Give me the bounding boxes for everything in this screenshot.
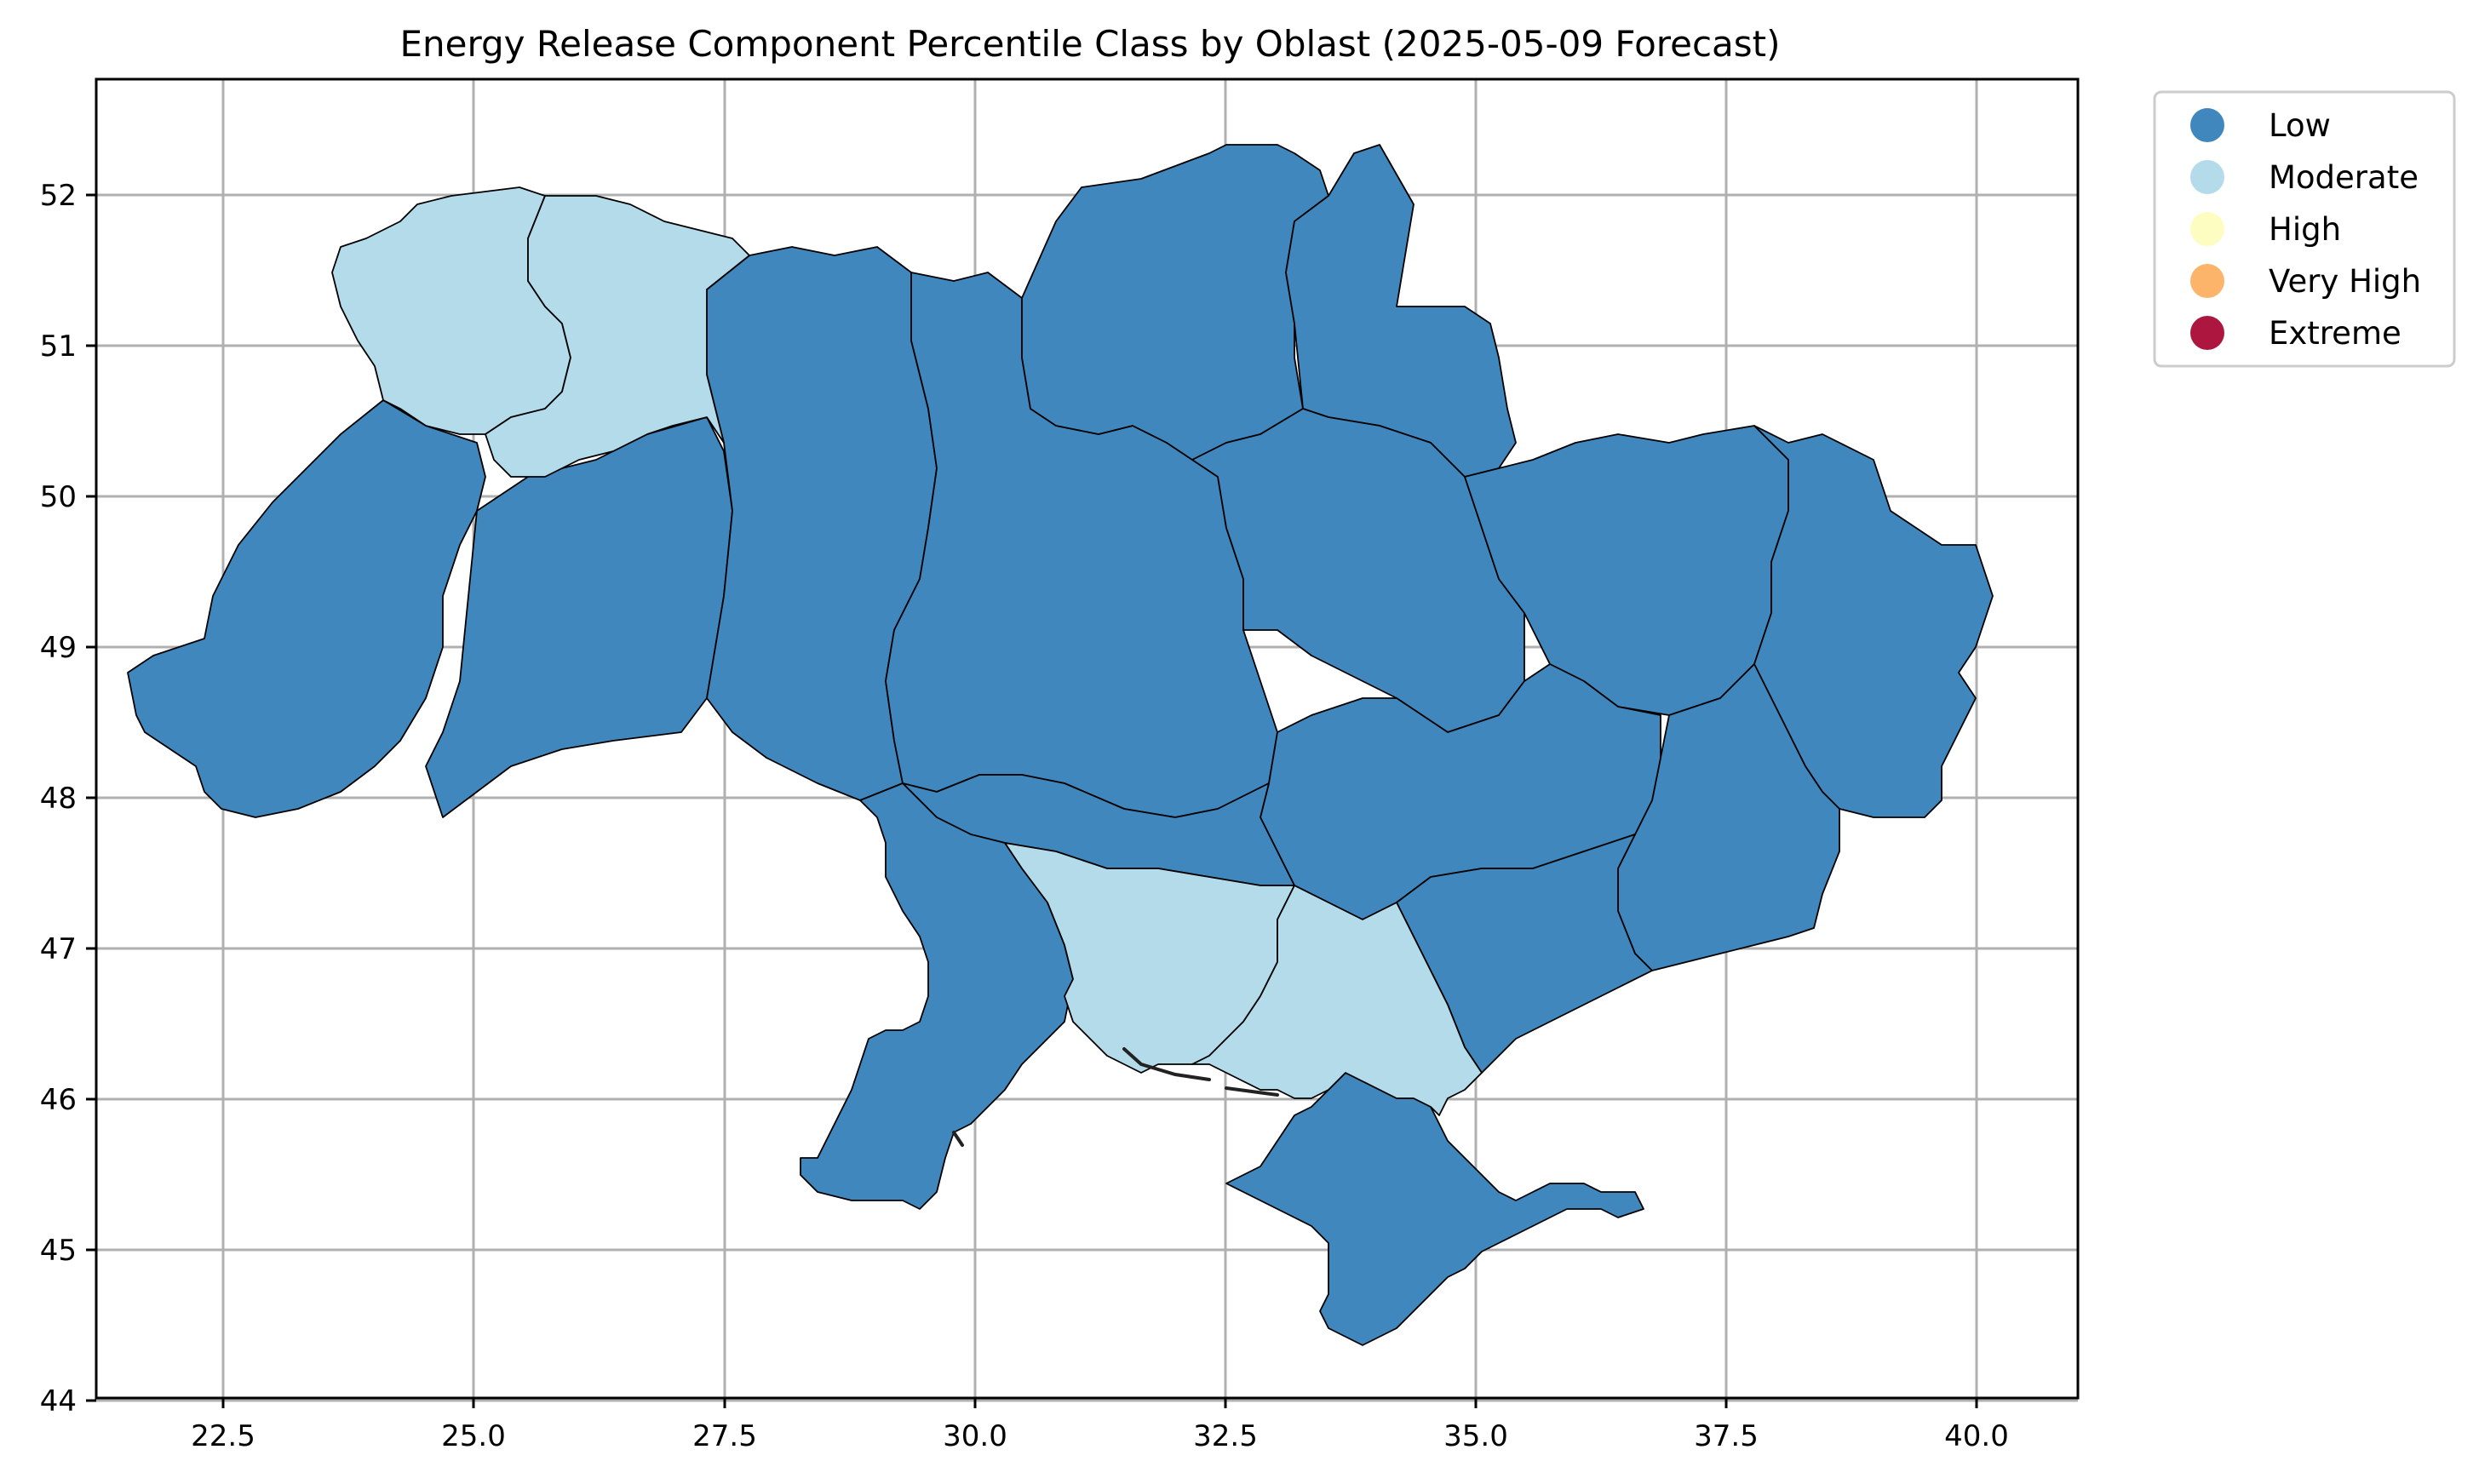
oblast-ternopil-khmelnytskyi: [425, 416, 733, 818]
y-tick-label: 49: [40, 631, 77, 665]
y-tick-label: 51: [40, 329, 77, 364]
legend-label-moderate: Moderate: [2269, 159, 2419, 196]
y-tick-label: 52: [40, 179, 77, 213]
y-tick-label: 47: [40, 932, 77, 966]
y-tick-label: 45: [40, 1234, 77, 1268]
y-tick-label: 46: [40, 1083, 77, 1117]
legend-marker-high: [2190, 212, 2224, 246]
x-tick-label: 22.5: [191, 1419, 255, 1453]
legend-marker-moderate: [2190, 160, 2224, 194]
x-tick-label: 40.0: [1944, 1419, 2009, 1453]
x-tick-label: 30.0: [943, 1419, 1007, 1453]
legend-label-extreme: Extreme: [2269, 315, 2402, 352]
x-tick-label: 35.0: [1443, 1419, 1508, 1453]
x-tick-label: 27.5: [692, 1419, 757, 1453]
x-axis: 22.5 25.0 27.5 30.0 32.5 35.0 37.5 40.0: [191, 1398, 2009, 1453]
y-tick-label: 50: [40, 480, 77, 514]
legend-label-low: Low: [2269, 107, 2331, 144]
oblast-west: [127, 399, 486, 818]
x-tick-label: 32.5: [1193, 1419, 1258, 1453]
oblast-regions-moderate: [331, 186, 1483, 1116]
legend-box: [2153, 90, 2456, 368]
plot-frame: [95, 77, 2080, 1400]
y-tick-label: 48: [40, 782, 77, 816]
x-tick-label: 37.5: [1694, 1419, 1759, 1453]
y-axis: 44 45 46 47 48 49 50 51 52: [40, 179, 96, 1418]
legend-marker-extreme: [2190, 316, 2224, 350]
oblast-kherson: [1191, 885, 1483, 1116]
oblast-regions-low: [127, 144, 1994, 1346]
coastline-details: [952, 1047, 1279, 1147]
legend-marker-very-high: [2190, 264, 2224, 298]
legend-marker-low: [2190, 108, 2224, 142]
x-tick-label: 25.0: [441, 1419, 506, 1453]
y-tick-label: 44: [40, 1384, 77, 1418]
map-title: Energy Release Component Percentile Clas…: [399, 23, 1780, 65]
legend-label-high: High: [2269, 211, 2341, 248]
oblast-luhansk: [1753, 425, 1994, 818]
legend-label-very-high: Very High: [2269, 263, 2421, 300]
legend: Low Moderate High Very High Extreme: [2153, 90, 2456, 368]
oblast-rivne: [485, 195, 750, 478]
